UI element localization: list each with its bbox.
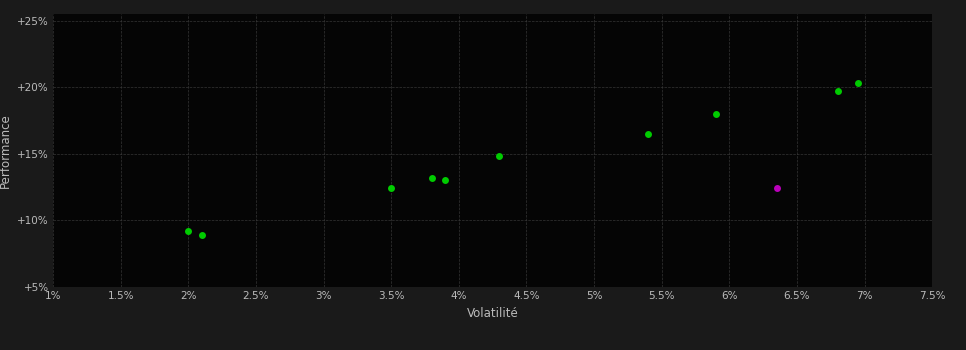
Point <box>492 154 507 159</box>
Point <box>181 228 196 234</box>
Point <box>640 131 656 136</box>
Point <box>830 89 845 94</box>
Point <box>424 175 440 181</box>
Point <box>708 111 724 117</box>
Point <box>438 178 453 183</box>
Y-axis label: Performance: Performance <box>0 113 12 188</box>
Point <box>850 80 866 86</box>
X-axis label: Volatilité: Volatilité <box>467 307 519 320</box>
Point <box>769 186 784 191</box>
Point <box>384 186 399 191</box>
Point <box>194 232 210 238</box>
